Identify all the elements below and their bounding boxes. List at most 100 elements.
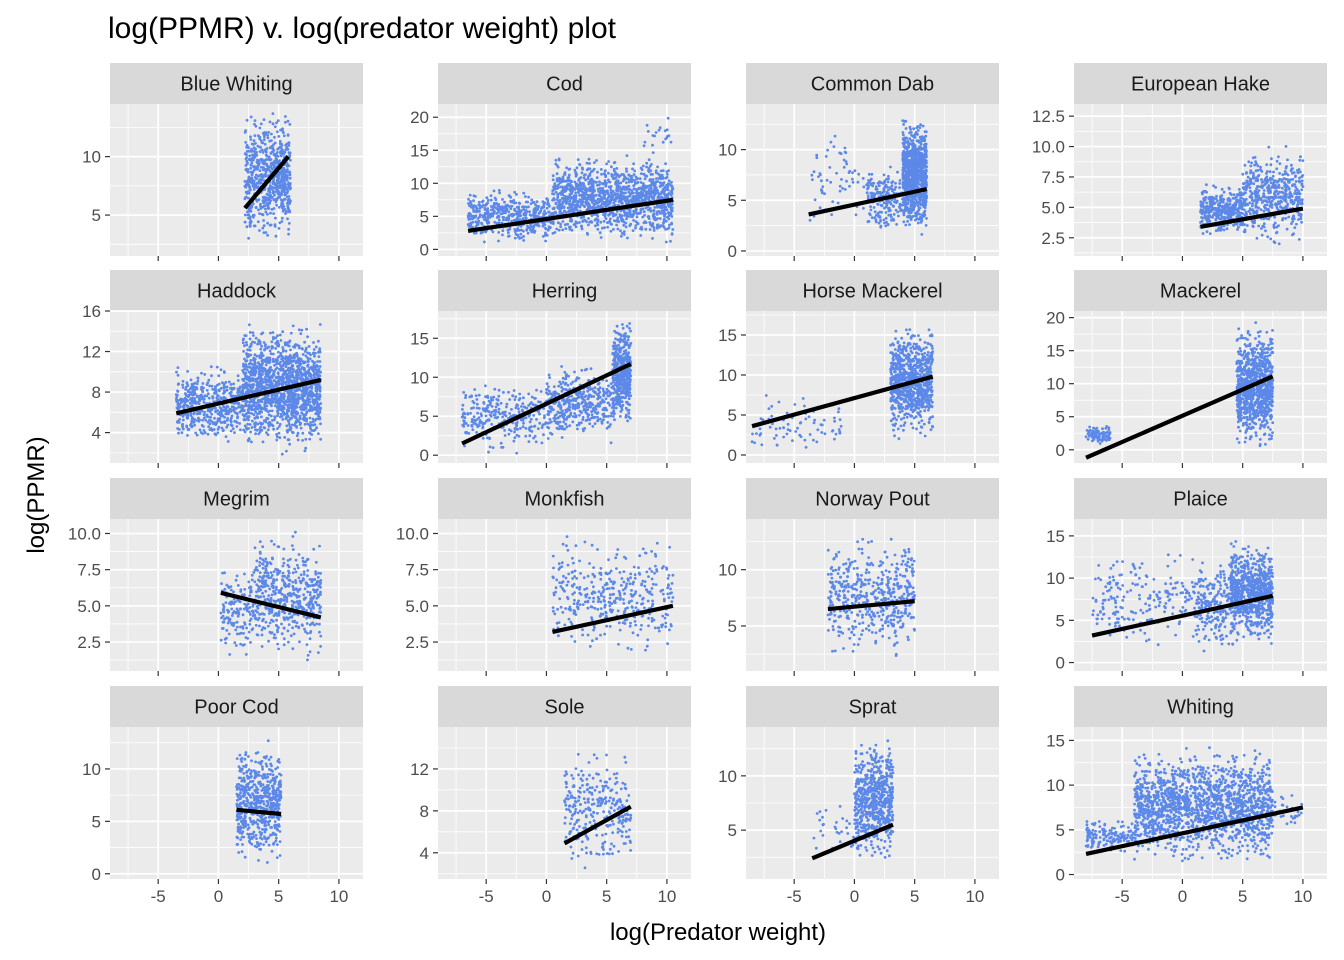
- data-point: [901, 131, 905, 134]
- data-point: [1236, 193, 1239, 196]
- data-point: [558, 176, 561, 180]
- data-point: [610, 195, 614, 199]
- data-point: [491, 214, 495, 218]
- data-point: [657, 204, 661, 208]
- data-point: [266, 136, 270, 140]
- data-point: [876, 213, 879, 217]
- data-point: [245, 225, 249, 229]
- data-point: [562, 209, 566, 213]
- data-point: [627, 200, 631, 204]
- data-point: [854, 213, 858, 217]
- data-point: [592, 205, 595, 209]
- data-point: [1264, 216, 1268, 220]
- data-point: [279, 154, 283, 158]
- data-point: [261, 151, 265, 154]
- data-point: [904, 163, 908, 167]
- data-point: [577, 191, 580, 195]
- data-point: [512, 201, 516, 205]
- chart-title: log(PPMR) v. log(predator weight) plot: [108, 12, 617, 45]
- data-point: [1272, 240, 1276, 244]
- data-point: [513, 190, 517, 194]
- data-point: [1251, 202, 1254, 206]
- y-tick-label: 10: [410, 174, 429, 193]
- data-point: [882, 187, 886, 190]
- data-point: [264, 148, 268, 152]
- data-point: [918, 126, 922, 129]
- data-point: [862, 206, 865, 210]
- data-point: [667, 179, 671, 183]
- data-point: [664, 162, 667, 166]
- data-point: [919, 174, 922, 178]
- data-point: [661, 191, 665, 194]
- data-point: [1249, 212, 1252, 216]
- data-point: [632, 219, 635, 222]
- data-point: [567, 196, 571, 199]
- data-point: [909, 127, 912, 131]
- data-point: [505, 218, 509, 222]
- data-point: [1292, 232, 1295, 236]
- data-point: [917, 217, 921, 221]
- data-point: [631, 197, 635, 201]
- data-point: [651, 143, 654, 147]
- data-point: [286, 217, 289, 221]
- data-point: [913, 162, 917, 166]
- data-point: [866, 194, 870, 198]
- data-point: [261, 141, 265, 145]
- data-point: [1251, 219, 1255, 223]
- data-point: [269, 165, 273, 168]
- data-point: [1282, 194, 1286, 198]
- fit-line: [467, 197, 674, 233]
- data-point: [278, 145, 282, 149]
- data-point: [657, 191, 660, 195]
- data-point: [264, 170, 268, 174]
- data-point: [658, 181, 662, 185]
- data-point: [894, 201, 898, 205]
- data-point: [564, 185, 567, 189]
- data-point: [531, 200, 535, 204]
- data-point: [830, 213, 833, 217]
- data-point: [485, 196, 489, 200]
- data-point: [281, 182, 285, 186]
- data-point: [664, 194, 667, 198]
- data-point: [820, 179, 823, 183]
- data-point: [629, 174, 632, 178]
- data-point: [525, 205, 528, 209]
- data-point: [647, 188, 651, 191]
- data-point: [882, 173, 886, 177]
- data-point: [572, 223, 576, 227]
- data-point: [534, 222, 537, 226]
- data-point: [258, 169, 262, 173]
- data-point: [496, 214, 500, 218]
- data-point: [510, 204, 514, 208]
- data-point: [511, 212, 515, 216]
- data-point: [195, 382, 199, 386]
- data-point: [625, 188, 629, 191]
- data-point: [267, 168, 271, 172]
- data-point: [288, 123, 292, 126]
- data-point: [1299, 198, 1303, 202]
- data-point: [1291, 217, 1294, 221]
- data-point: [542, 214, 546, 218]
- data-point: [636, 196, 640, 200]
- data-point: [207, 396, 211, 400]
- data-point: [588, 207, 591, 211]
- data-point: [244, 185, 248, 189]
- data-point: [910, 199, 914, 203]
- data-point: [573, 188, 577, 191]
- data-point: [181, 415, 185, 418]
- data-point: [262, 133, 266, 137]
- data-point: [1287, 215, 1291, 219]
- data-point: [288, 176, 292, 180]
- data-point: [267, 196, 271, 200]
- data-point: [838, 184, 842, 188]
- data-point: [577, 187, 580, 191]
- data-point: [259, 165, 263, 169]
- data-point: [601, 188, 605, 192]
- data-point: [1299, 217, 1303, 221]
- data-point: [280, 189, 284, 193]
- data-point: [912, 147, 916, 151]
- data-point: [1297, 179, 1301, 183]
- data-point: [924, 199, 928, 203]
- data-point: [666, 173, 669, 176]
- data-point: [1278, 172, 1281, 175]
